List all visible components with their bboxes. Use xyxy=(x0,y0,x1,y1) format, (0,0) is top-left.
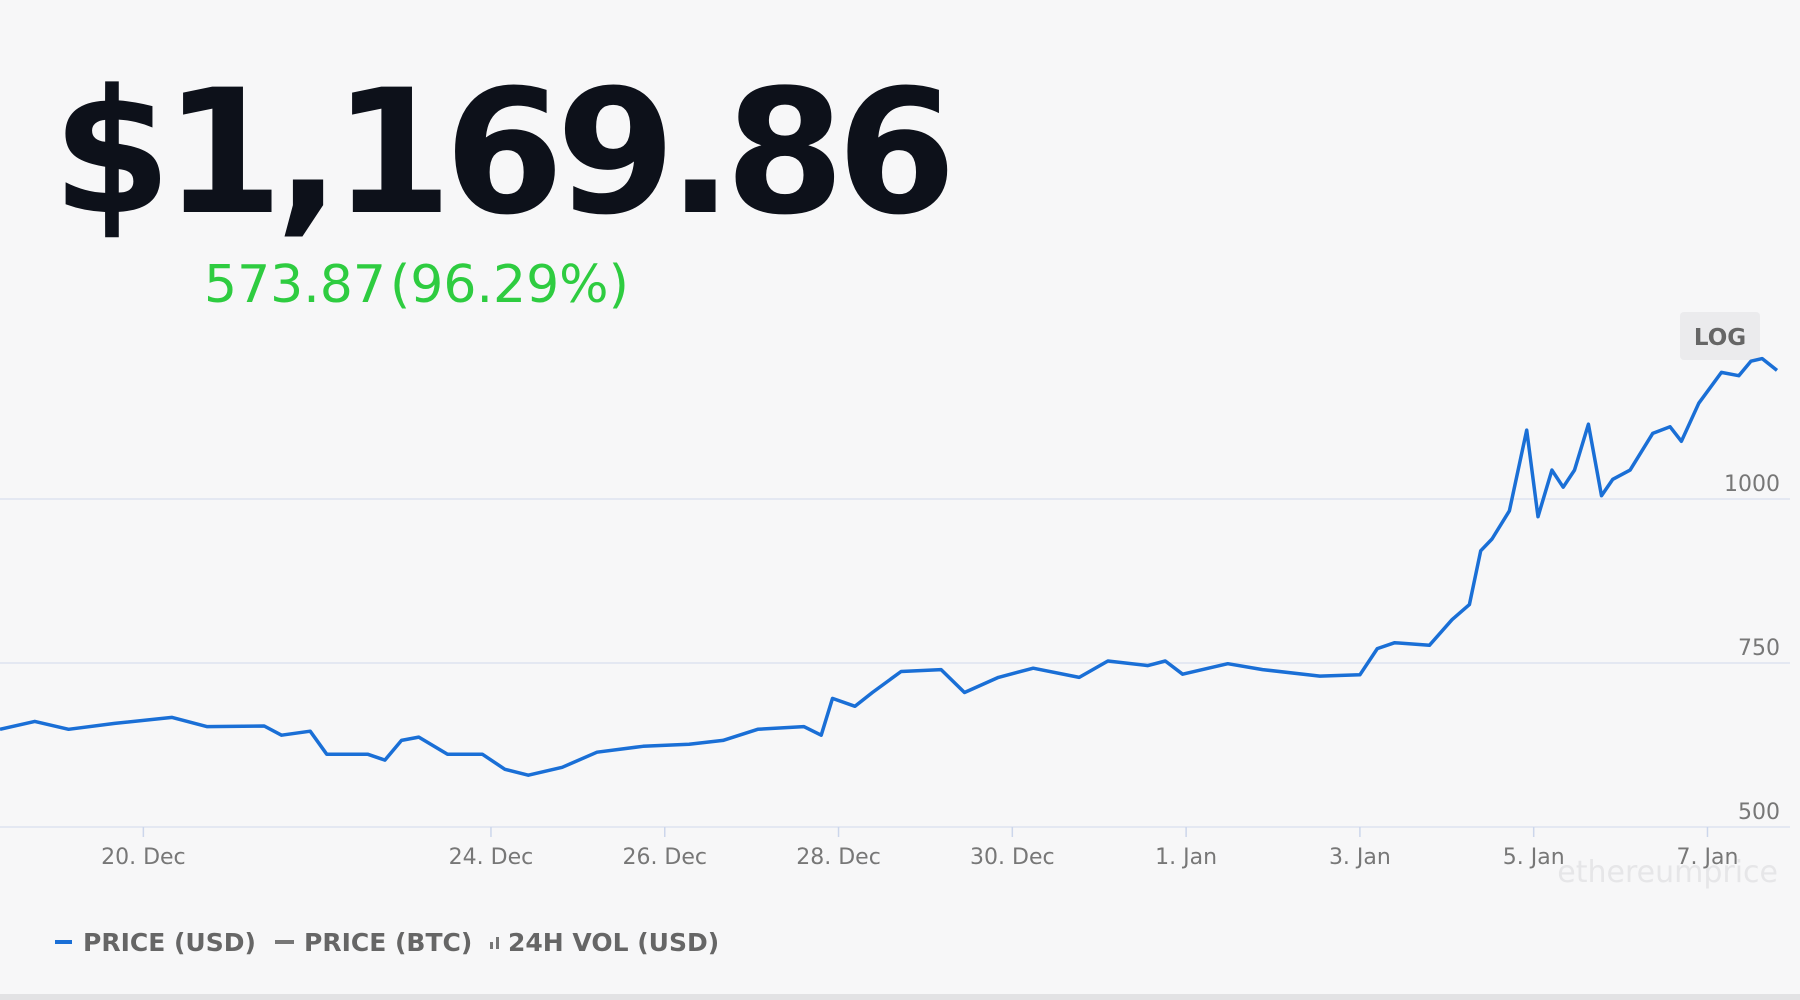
y-tick-label: 500 xyxy=(1738,800,1780,825)
x-tick-label: 30. Dec xyxy=(970,845,1055,870)
x-tick-label: 1. Jan xyxy=(1155,845,1217,870)
price: $1,169.86 xyxy=(52,52,948,253)
log-button-label[interactable]: LOG xyxy=(1694,325,1746,351)
change: 573.87 xyxy=(204,255,386,315)
legend-swatch xyxy=(490,942,493,949)
x-tick-label: 3. Jan xyxy=(1329,845,1391,870)
y-tick-label: 1000 xyxy=(1724,472,1780,497)
x-tick-label: 26. Dec xyxy=(622,845,707,870)
change-percent: (96.29%) xyxy=(390,255,629,315)
legend-item[interactable]: 24H VOL (USD) xyxy=(508,928,719,957)
bottom-border xyxy=(0,994,1800,1000)
x-tick-label: 20. Dec xyxy=(101,845,186,870)
watermark: ethereumprice xyxy=(1557,855,1778,890)
legend-swatch xyxy=(496,937,499,949)
x-tick-label: 24. Dec xyxy=(449,845,534,870)
y-tick-label: 750 xyxy=(1738,636,1780,661)
x-tick-label: 5. Jan xyxy=(1503,845,1565,870)
x-tick-label: 7. Jan xyxy=(1677,845,1739,870)
log-button[interactable] xyxy=(1680,312,1760,360)
x-tick-label: 28. Dec xyxy=(796,845,881,870)
legend-item[interactable]: PRICE (BTC) xyxy=(304,928,472,957)
legend-item[interactable]: PRICE (USD) xyxy=(83,928,256,957)
price-line xyxy=(0,356,1779,777)
